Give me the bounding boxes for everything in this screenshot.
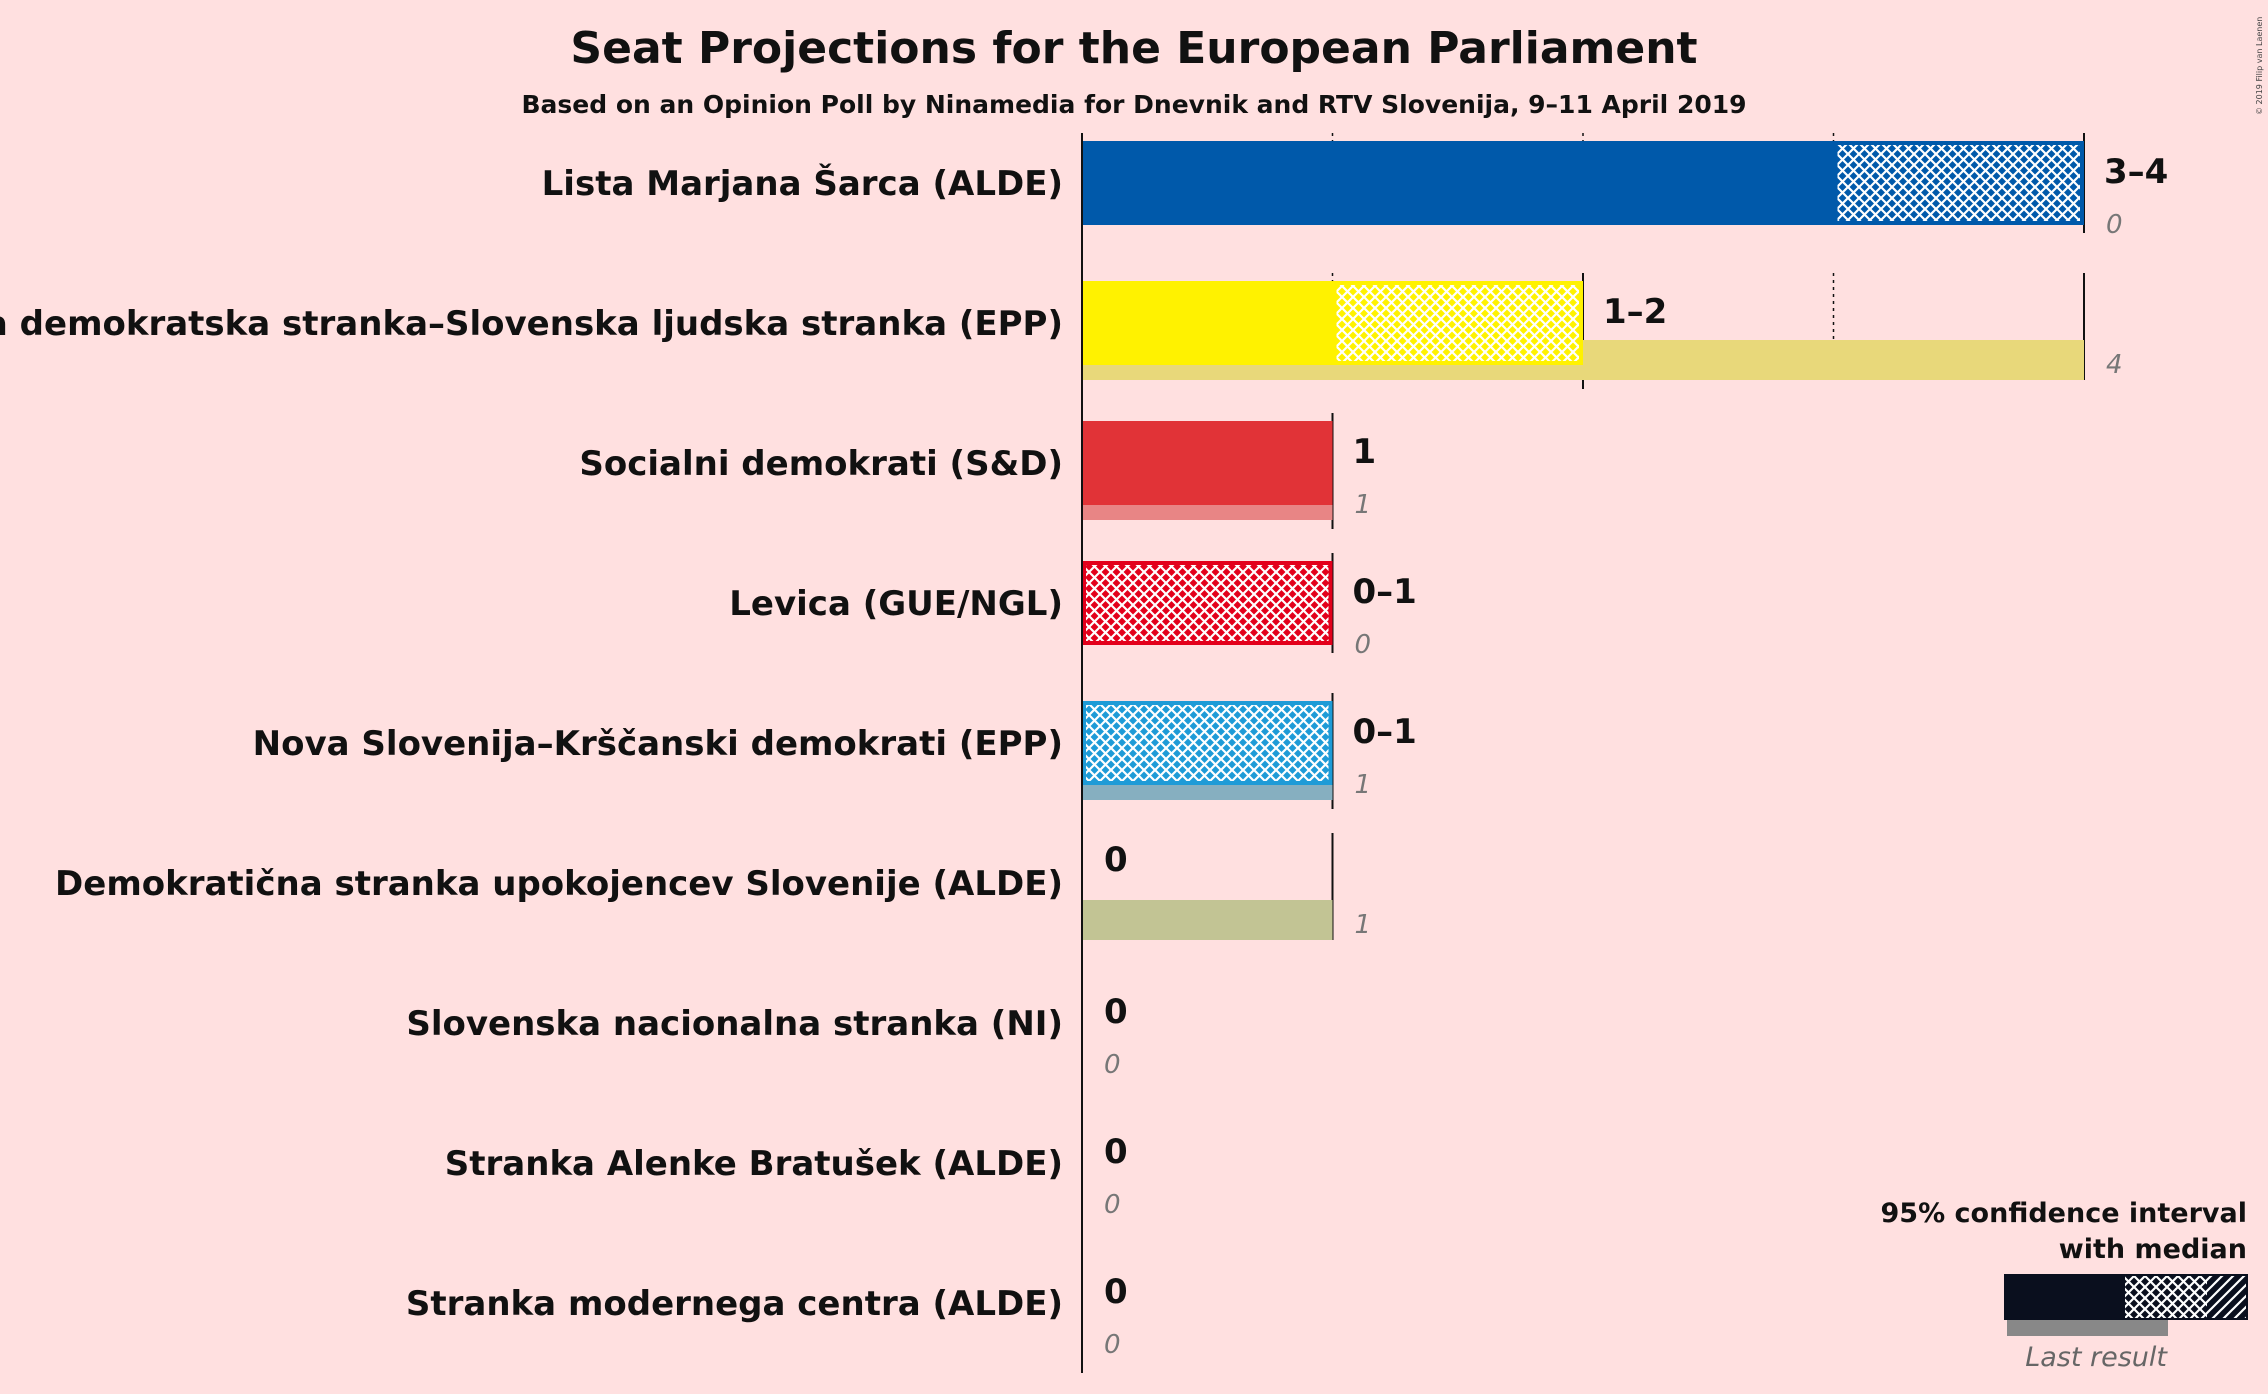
lista-marjana-sarca-alde-interval-hatch	[1833, 141, 2084, 225]
nova-slovenija-krscanski-demokrati-epp-interval-hatch	[1082, 701, 1333, 785]
legend-title-line1: 95% confidence interval	[1881, 1198, 2247, 1229]
demokraticna-stranka-upokojencev-slovenije-alde-last-result-label: 1	[1355, 910, 1372, 940]
legend-last-result-label: Last result	[2025, 1342, 2168, 1373]
legend-diagonal-pattern	[2207, 1275, 2247, 1319]
slovenska-demokratska-stranka-slovenska-ljudska-stranka-epp-last-result-label: 4	[2106, 350, 2123, 380]
legend: 95% confidence interval with median Last…	[1881, 1198, 2248, 1373]
slovenska-demokratska-stranka-slovenska-ljudska-stranka-epp-solid-bar	[1082, 281, 1333, 365]
socialni-demokrati-s-d-range-label: 1	[1353, 432, 1377, 472]
demokraticna-stranka-upokojencev-slovenije-alde-last-result-bar	[1082, 900, 1333, 940]
lista-marjana-sarca-alde-range-label: 3–4	[2104, 152, 2168, 192]
lista-marjana-sarca-alde-solid-bar	[1082, 141, 1834, 225]
socialni-demokrati-s-d-solid-bar	[1082, 421, 1333, 505]
legend-swatch-outline	[2004, 1274, 2248, 1320]
lista-marjana-sarca-alde-last-result-label: 0	[2106, 210, 2123, 240]
slovenska-nacionalna-stranka-ni-range-label: 0	[1104, 992, 1128, 1032]
levica-gue-ngl-party-label: Levica (GUE/NGL)	[729, 584, 1063, 624]
slovenska-nacionalna-stranka-ni-last-result-label: 0	[1104, 1050, 1121, 1080]
demokraticna-stranka-upokojencev-slovenije-alde-party-label: Demokratična stranka upokojencev Sloveni…	[55, 864, 1063, 904]
stranka-alenke-bratusek-alde-party-label: Stranka Alenke Bratušek (ALDE)	[445, 1144, 1063, 1184]
chart-subtitle: Based on an Opinion Poll by Ninamedia fo…	[521, 90, 1746, 119]
bars: Lista Marjana Šarca (ALDE) 3–4 0 Slovenska …	[0, 141, 2168, 1360]
lista-marjana-sarca-alde-interval-outline	[1833, 141, 2084, 225]
levica-gue-ngl-interval-outline	[1082, 561, 1333, 645]
nova-slovenija-krscanski-demokrati-epp-interval-outline	[1082, 701, 1333, 785]
nova-slovenija-krscanski-demokrati-epp-party-label: Nova Slovenija–Krščanski demokrati (EPP)	[253, 724, 1063, 764]
legend-solid-swatch	[2005, 1275, 2125, 1319]
demokraticna-stranka-upokojencev-slovenije-alde-range-label: 0	[1104, 840, 1128, 880]
slovenska-demokratska-stranka-slovenska-ljudska-stranka-epp-party-label: Slovenska demokratska stranka–Slovenska …	[0, 304, 1063, 344]
legend-crosshatch-pattern	[2125, 1275, 2207, 1319]
legend-last-result-swatch	[2007, 1316, 2168, 1336]
slovenska-nacionalna-stranka-ni-party-label: Slovenska nacionalna stranka (NI)	[406, 1004, 1063, 1044]
legend-title-line2: with median	[2059, 1234, 2247, 1265]
lista-marjana-sarca-alde-party-label: Lista Marjana Šarca (ALDE)	[542, 163, 1063, 204]
stranka-alenke-bratusek-alde-last-result-label: 0	[1104, 1190, 1121, 1220]
slovenska-demokratska-stranka-slovenska-ljudska-stranka-epp-interval-hatch	[1332, 281, 1583, 365]
slovenska-demokratska-stranka-slovenska-ljudska-stranka-epp-interval-outline	[1332, 281, 1583, 365]
stranka-alenke-bratusek-alde-range-label: 0	[1104, 1132, 1128, 1172]
stranka-modernega-centra-alde-party-label: Stranka modernega centra (ALDE)	[406, 1284, 1063, 1324]
stranka-modernega-centra-alde-range-label: 0	[1104, 1272, 1128, 1312]
nova-slovenija-krscanski-demokrati-epp-last-result-label: 1	[1355, 770, 1372, 800]
chart-title: Seat Projections for the European Parlia…	[570, 23, 1697, 74]
levica-gue-ngl-range-label: 0–1	[1353, 572, 1417, 612]
nova-slovenija-krscanski-demokrati-epp-range-label: 0–1	[1353, 712, 1417, 752]
gridlines	[1331, 133, 2085, 940]
slovenska-demokratska-stranka-slovenska-ljudska-stranka-epp-range-label: 1–2	[1603, 292, 1667, 332]
socialni-demokrati-s-d-party-label: Socialni demokrati (S&D)	[579, 444, 1063, 484]
stranka-modernega-centra-alde-last-result-label: 0	[1104, 1330, 1121, 1360]
levica-gue-ngl-last-result-label: 0	[1355, 630, 1372, 660]
levica-gue-ngl-interval-hatch	[1082, 561, 1333, 645]
copyright-text: © 2019 Filip van Laenen	[2255, 17, 2264, 115]
socialni-demokrati-s-d-last-result-label: 1	[1355, 490, 1372, 520]
